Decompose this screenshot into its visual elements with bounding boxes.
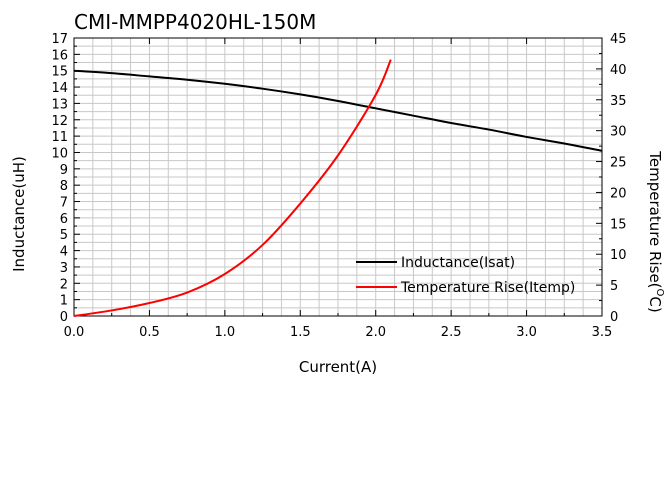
x-tick-label: 3.5 xyxy=(592,325,613,340)
y2-tick-label: 15 xyxy=(610,217,627,232)
x-tick-label: 1.0 xyxy=(215,325,236,340)
series-lines xyxy=(73,59,603,317)
y2-tick-label: 25 xyxy=(610,156,627,171)
y2-tick-label: 5 xyxy=(610,279,618,294)
y-tick-label: 3 xyxy=(60,261,68,276)
grid-lines xyxy=(74,38,602,316)
y-tick-label: 7 xyxy=(60,196,68,211)
y2-tick-label: 45 xyxy=(610,32,627,47)
y-tick-label: 13 xyxy=(51,97,68,112)
y-tick-label: 14 xyxy=(51,81,68,96)
series-line-inductance xyxy=(73,69,603,152)
y-tick-label: 12 xyxy=(51,114,68,129)
y-tick-label: 16 xyxy=(51,48,68,63)
x-tick-labels: 0.0 0.5 1.0 1.5 2.0 2.5 3.0 3.5 xyxy=(64,325,613,340)
y-tick-label: 5 xyxy=(60,228,68,243)
legend: Inductance(Isat) Temperature Rise(Itemp) xyxy=(356,255,575,296)
x-tick-label: 2.0 xyxy=(365,325,386,340)
y-tick-label: 17 xyxy=(51,32,68,47)
y2-axis-title-sup: O xyxy=(654,289,665,297)
y2-tick-label: 10 xyxy=(610,248,627,263)
y2-tick-labels: 0 5 10 15 20 25 30 35 40 45 xyxy=(610,32,627,325)
y-tick-label: 10 xyxy=(51,146,68,161)
x-tick-label: 2.5 xyxy=(441,325,462,340)
y-tick-label: 1 xyxy=(60,294,68,309)
y-tick-label: 9 xyxy=(60,163,68,178)
y-tick-label: 0 xyxy=(60,310,68,325)
y-tick-label: 2 xyxy=(60,277,68,292)
y2-axis-title-end: C) xyxy=(646,296,664,312)
legend-label-temperature: Temperature Rise(Itemp) xyxy=(400,280,575,296)
x-tick-label: 0.5 xyxy=(139,325,160,340)
chart-title: CMI-MMPP4020HL-150M xyxy=(74,10,316,34)
x-tick-label: 0.0 xyxy=(64,325,85,340)
axis-ticks xyxy=(73,37,603,317)
y2-axis-title: Temperature Rise(OC) xyxy=(646,150,665,312)
y2-tick-label: 40 xyxy=(610,63,627,78)
y-tick-label: 8 xyxy=(60,179,68,194)
y-axis-title: Inductance(uH) xyxy=(10,156,28,272)
y2-tick-label: 30 xyxy=(610,125,627,140)
legend-label-inductance: Inductance(Isat) xyxy=(401,255,515,271)
y-tick-label: 6 xyxy=(60,212,68,227)
y-tick-label: 15 xyxy=(51,65,68,80)
y2-tick-label: 0 xyxy=(610,310,618,325)
y2-tick-label: 20 xyxy=(610,186,627,201)
y-tick-label: 4 xyxy=(60,245,68,260)
y2-axis-title-main: Temperature Rise( xyxy=(646,150,664,288)
x-axis-title: Current(A) xyxy=(299,358,377,376)
series-line-temperature-rise xyxy=(73,59,392,317)
x-tick-label: 1.5 xyxy=(290,325,311,340)
y-tick-label: 11 xyxy=(51,130,68,145)
x-tick-label: 3.0 xyxy=(516,325,537,340)
y2-tick-label: 35 xyxy=(610,94,627,109)
